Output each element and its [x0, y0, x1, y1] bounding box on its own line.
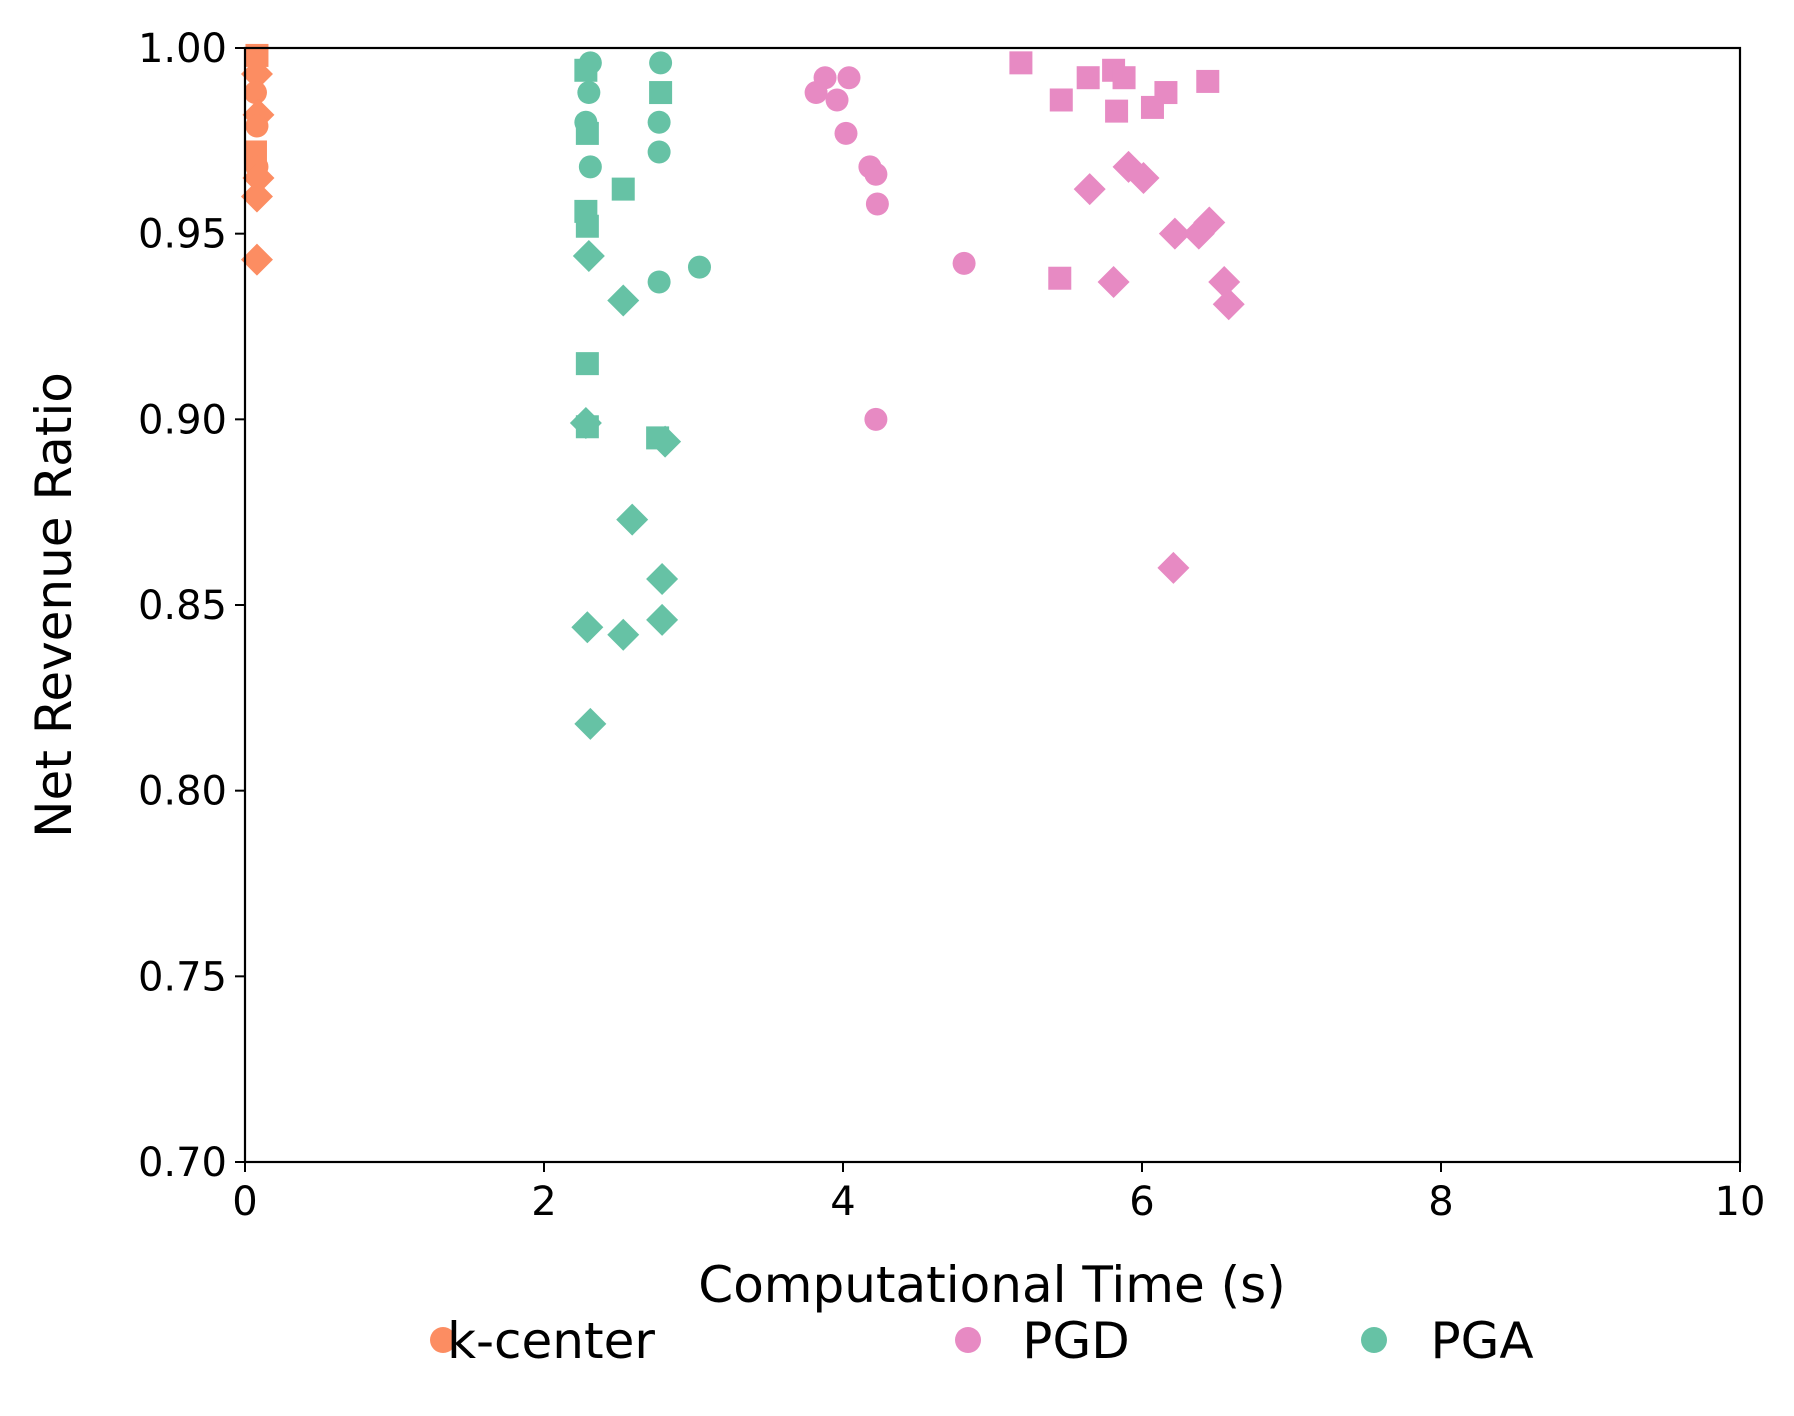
series-pgd [804, 51, 1245, 584]
data-point-pgd-circle [837, 66, 861, 90]
data-point-pga-circle [647, 140, 671, 164]
data-point-k-center-diamond [240, 243, 273, 276]
x-axis-title: Computational Time (s) [698, 1256, 1285, 1314]
data-point-pga-square [574, 58, 598, 82]
y-tick-label: 0.95 [138, 212, 227, 258]
legend-label-pga: PGA [1430, 1312, 1533, 1370]
data-point-pga-circle [577, 81, 601, 105]
data-point-pgd-square [1196, 69, 1220, 93]
data-point-pga-diamond [649, 425, 682, 458]
data-point-pgd-square [1076, 66, 1100, 90]
x-tick-label: 10 [1715, 1179, 1766, 1225]
y-axis: 0.70 0.75 0.80 0.85 0.90 0.95 1.00 [138, 26, 245, 1186]
y-tick-label: 0.90 [138, 397, 227, 443]
data-point-pga-square [575, 121, 599, 145]
data-point-pga-circle [649, 51, 673, 75]
data-point-pgd-square [1140, 95, 1164, 119]
data-point-pgd-diamond [1158, 217, 1191, 250]
x-tick-label: 4 [830, 1179, 855, 1225]
y-tick-label: 1.00 [138, 26, 227, 72]
x-tick-label: 6 [1129, 1179, 1154, 1225]
data-point-k-center-square [245, 43, 269, 67]
data-point-pga-diamond [569, 407, 602, 440]
y-tick-label: 0.85 [138, 583, 227, 629]
data-point-pgd-diamond [1208, 265, 1241, 298]
data-point-pgd-square [1009, 51, 1033, 75]
x-tick-label: 8 [1428, 1179, 1453, 1225]
data-point-pgd-circle [952, 251, 976, 275]
y-tick-label: 0.70 [138, 1140, 227, 1186]
legend-label-pgd: PGD [1022, 1312, 1129, 1370]
data-point-pga-diamond [607, 618, 640, 651]
data-point-pgd-diamond [1073, 173, 1106, 206]
series-pga [569, 51, 711, 740]
x-axis: 0 2 4 6 8 10 [232, 1162, 1765, 1225]
data-point-pgd-square [1049, 88, 1073, 112]
y-axis-title: Net Revenue Ratio [25, 372, 83, 838]
legend-marker-pgd [955, 1327, 981, 1353]
data-point-pgd-circle [825, 88, 849, 112]
data-point-pgd-diamond [1157, 551, 1190, 584]
data-point-pgd-square [1105, 99, 1129, 123]
data-point-pgd-circle [864, 162, 888, 186]
y-tick-label: 0.80 [138, 769, 227, 815]
data-point-k-center-circle [243, 81, 267, 105]
data-point-pga-square [575, 352, 599, 376]
data-point-pga-diamond [646, 563, 679, 596]
data-point-pga-diamond [574, 707, 607, 740]
data-point-pga-diamond [607, 284, 640, 317]
data-point-pgd-diamond [1127, 161, 1160, 194]
data-point-pgd-square [1112, 66, 1136, 90]
data-point-pga-circle [647, 110, 671, 134]
data-point-k-center-circle [245, 114, 269, 138]
data-point-pga-circle [578, 155, 602, 179]
data-point-pgd-circle [804, 81, 828, 105]
data-point-pgd-circle [864, 407, 888, 431]
data-point-pgd-circle [865, 192, 889, 216]
data-point-pga-square [611, 177, 635, 201]
data-point-pgd-diamond [1097, 265, 1130, 298]
data-point-pga-square [575, 214, 599, 238]
series-k-center [240, 43, 275, 276]
data-point-pga-circle [687, 255, 711, 279]
data-point-k-center-diamond [240, 180, 273, 213]
data-point-pgd-circle [834, 121, 858, 145]
data-point-pgd-diamond [1212, 288, 1245, 321]
data-points [240, 43, 1245, 740]
y-tick-label: 0.75 [138, 954, 227, 1000]
legend-marker-k-center [430, 1327, 456, 1353]
data-point-pga-circle [647, 270, 671, 294]
data-point-k-center-diamond [240, 57, 273, 90]
data-point-pga-diamond [616, 503, 649, 536]
data-point-pga-diamond [646, 603, 679, 636]
legend: k-center PGD PGA [430, 1312, 1534, 1370]
legend-marker-pga [1361, 1327, 1387, 1353]
data-point-k-center-diamond [242, 161, 275, 194]
x-tick-label: 2 [531, 1179, 556, 1225]
data-point-pgd-square [1048, 266, 1072, 290]
data-point-pga-square [649, 81, 673, 105]
legend-label-k-center: k-center [447, 1312, 655, 1370]
data-point-pga-diamond [572, 239, 605, 272]
x-tick-label: 0 [232, 1179, 257, 1225]
data-point-pga-diamond [571, 611, 604, 644]
data-point-pgd-diamond [1182, 217, 1215, 250]
